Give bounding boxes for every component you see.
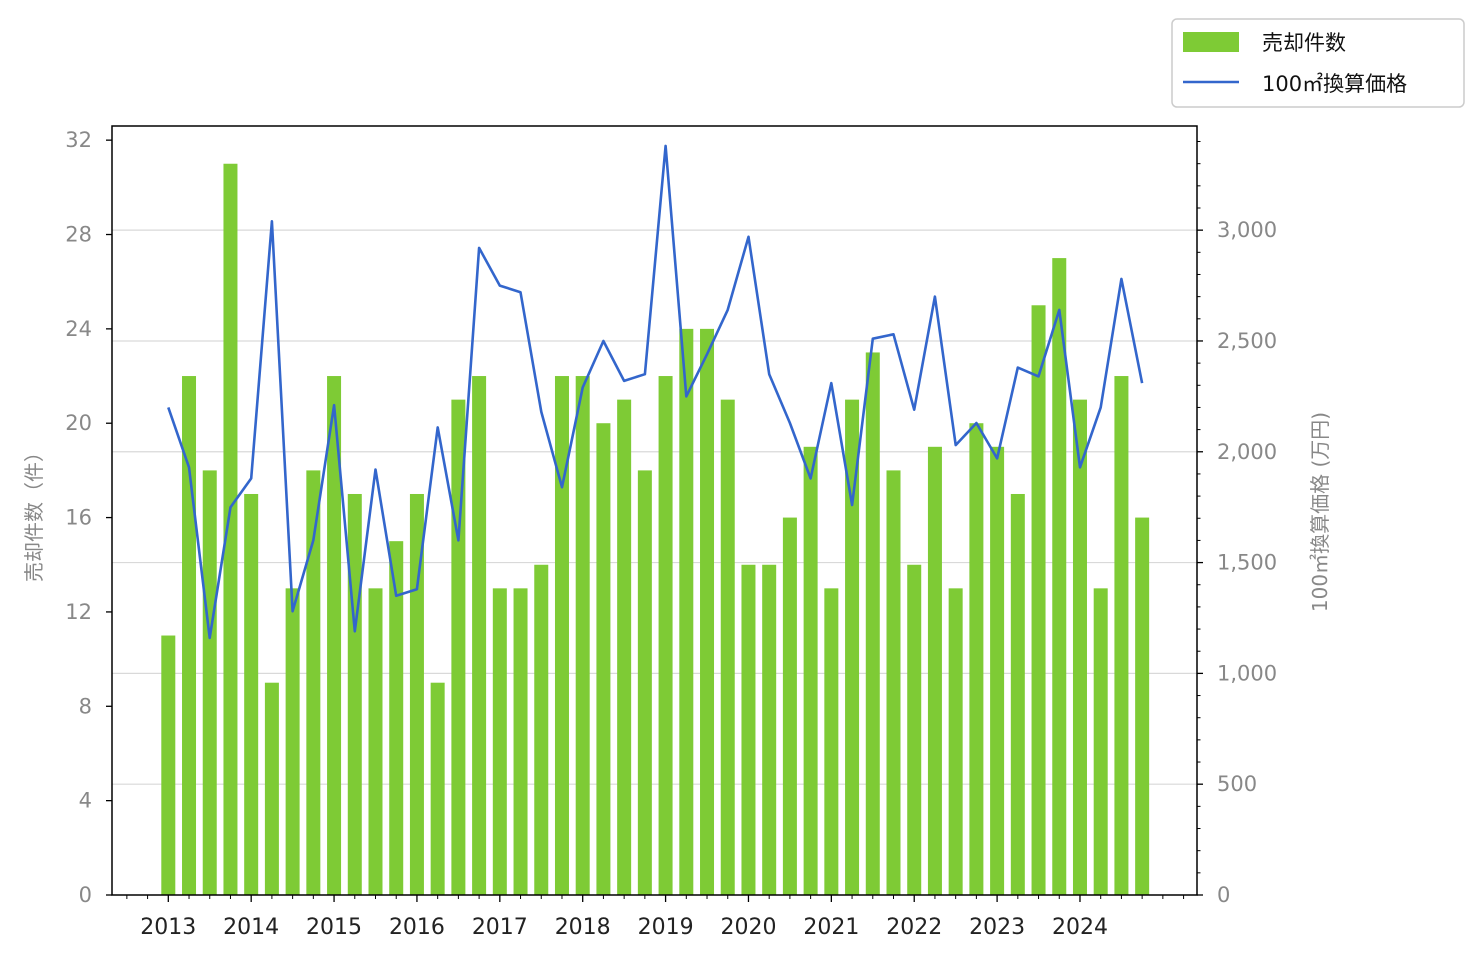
legend-label-sales-count: 売却件数: [1262, 31, 1346, 55]
price-line: [167, 144, 1144, 640]
x-tick-label: 2022: [886, 915, 942, 940]
x-tick-label: 2020: [720, 915, 776, 940]
x-tick-label: 2017: [472, 915, 528, 940]
bar: [223, 163, 238, 896]
x-tick-label: 2023: [969, 915, 1025, 940]
legend-bar-swatch: [1183, 32, 1239, 52]
y-tick-label-left: 20: [65, 411, 92, 435]
bar: [161, 635, 176, 895]
bar: [741, 564, 756, 895]
x-tick-label: 2024: [1052, 915, 1108, 940]
y-tick-label-left: 0: [79, 883, 92, 907]
bar: [990, 446, 1005, 895]
y-tick-label-left: 16: [65, 506, 92, 530]
tick-labels: 04812162024283205001,0001,5002,0002,5003…: [65, 128, 1277, 940]
bar: [244, 493, 259, 895]
y-tick-label-left: 8: [79, 694, 92, 718]
bar: [720, 399, 735, 895]
y-tick-label-right: 1,000: [1217, 661, 1277, 685]
x-tick-label: 2018: [555, 915, 611, 940]
bar: [596, 423, 611, 895]
bar: [886, 470, 901, 895]
bar: [969, 423, 984, 895]
bar: [617, 399, 632, 895]
y-tick-label-right: 2,000: [1217, 440, 1277, 464]
x-tick-label: 2021: [803, 915, 859, 940]
legend-box: [1171, 18, 1465, 108]
bar: [1135, 517, 1150, 895]
x-tick-label: 2019: [638, 915, 694, 940]
bar: [285, 588, 300, 895]
bar: [637, 470, 652, 895]
legend: 売却件数 100㎡換算価格: [1171, 18, 1465, 108]
y-axis-title-left: 売却件数（件）: [22, 442, 46, 582]
bar: [803, 446, 818, 895]
bar: [264, 682, 279, 895]
bar: [575, 376, 590, 895]
bar: [472, 376, 487, 895]
bar: [327, 376, 342, 895]
bar: [409, 493, 424, 895]
y-tick-label-right: 1,500: [1217, 551, 1277, 575]
bar: [306, 470, 321, 895]
y-tick-label-right: 2,500: [1217, 329, 1277, 353]
bar: [700, 328, 715, 896]
bar: [782, 517, 797, 895]
line-series-price: [167, 144, 1144, 640]
y-axis-title-right: 100㎡換算価格 (万円): [1308, 412, 1332, 612]
bar: [658, 376, 673, 895]
y-tick-label-right: 500: [1217, 772, 1257, 796]
bar: [554, 376, 569, 895]
y-tick-label-left: 24: [65, 317, 92, 341]
bar: [430, 682, 445, 895]
x-tick-label: 2013: [140, 915, 196, 940]
bar: [845, 399, 860, 895]
x-tick-label: 2015: [306, 915, 362, 940]
y-tick-label-left: 32: [65, 128, 92, 152]
y-tick-label-left: 28: [65, 223, 92, 247]
y-tick-label-left: 12: [65, 600, 92, 624]
bar: [1072, 399, 1087, 895]
y-tick-label-left: 4: [79, 789, 92, 813]
bar: [1093, 588, 1108, 895]
bar: [907, 564, 922, 895]
bar: [927, 446, 942, 895]
axes: [106, 125, 1203, 902]
y-tick-label-right: 3,000: [1217, 218, 1277, 242]
bar: [865, 352, 880, 895]
bar: [948, 588, 963, 895]
bar: [824, 588, 839, 895]
bar: [1010, 493, 1025, 895]
bar: [762, 564, 777, 895]
legend-label-price: 100㎡換算価格: [1262, 72, 1407, 96]
x-tick-label: 2014: [223, 915, 279, 940]
bar: [1114, 376, 1129, 895]
bar: [1031, 305, 1046, 895]
bar: [534, 564, 549, 895]
plot-frame: [111, 125, 1198, 896]
bar: [679, 328, 694, 896]
bar: [202, 470, 217, 895]
bar: [389, 541, 404, 895]
bar-series-sales-count: [161, 163, 1150, 896]
bar: [1052, 258, 1067, 895]
y-tick-label-right: 0: [1217, 883, 1230, 907]
bar: [513, 588, 528, 895]
x-tick-label: 2016: [389, 915, 445, 940]
bar: [347, 493, 362, 895]
bar: [492, 588, 507, 895]
bar: [368, 588, 383, 895]
